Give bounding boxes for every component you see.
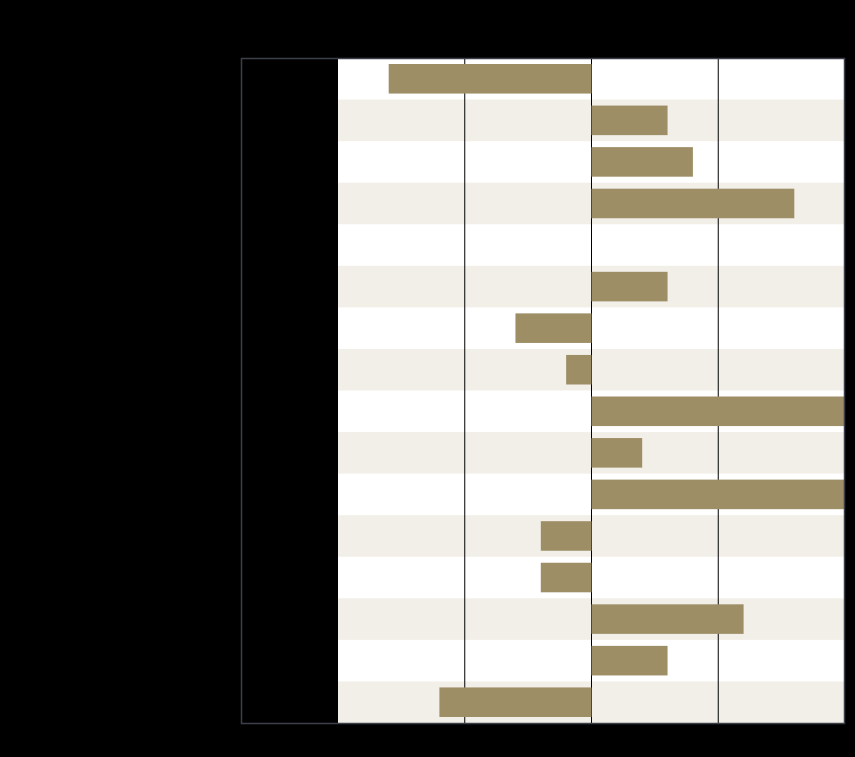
bar <box>591 645 668 676</box>
bar <box>591 604 744 634</box>
bar-series <box>388 64 845 717</box>
bar <box>540 562 592 593</box>
category-label-panel <box>242 58 338 723</box>
bar <box>566 354 592 385</box>
bar <box>591 396 845 427</box>
bar <box>591 479 845 510</box>
bar <box>591 271 668 302</box>
bar <box>540 521 592 551</box>
bar <box>515 313 592 343</box>
bar <box>591 438 643 468</box>
bar <box>591 105 668 136</box>
bar <box>388 64 592 94</box>
plot-frame <box>240 57 846 725</box>
bar <box>591 188 795 219</box>
bar <box>439 687 592 717</box>
bar <box>591 147 693 177</box>
